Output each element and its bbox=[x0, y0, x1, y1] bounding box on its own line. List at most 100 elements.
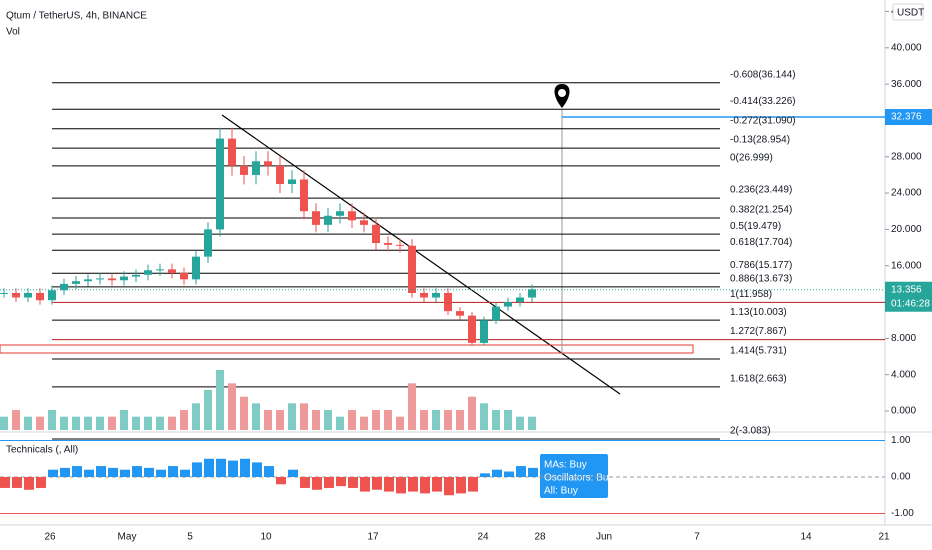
price-tick-label: 0.000 bbox=[891, 406, 916, 417]
volume-bar bbox=[144, 416, 152, 430]
tech-bar bbox=[528, 467, 538, 477]
fib-label: 0.236(23.449) bbox=[730, 185, 792, 196]
candle bbox=[132, 274, 140, 277]
tech-bar bbox=[468, 477, 478, 492]
candle bbox=[204, 229, 212, 257]
candle bbox=[264, 161, 272, 166]
price-tick-label: 8.000 bbox=[891, 333, 916, 344]
tech-bar bbox=[372, 477, 382, 490]
fib-label: 1(11.958) bbox=[730, 289, 772, 300]
time-label: 28 bbox=[534, 532, 546, 543]
tech-bar bbox=[228, 460, 238, 477]
candle bbox=[120, 276, 128, 281]
volume-bar bbox=[312, 410, 320, 430]
volume-bar bbox=[96, 416, 104, 430]
volume-bar bbox=[120, 410, 128, 430]
fib-label: 1.414(5.731) bbox=[730, 346, 787, 357]
fib-label: 1.272(7.867) bbox=[730, 326, 787, 337]
candle bbox=[180, 272, 188, 280]
time-label: Jun bbox=[596, 532, 612, 543]
tech-bar bbox=[168, 466, 178, 477]
tech-bar bbox=[60, 467, 70, 477]
price-tick-label: 28.000 bbox=[891, 151, 922, 162]
candle bbox=[60, 283, 68, 291]
time-label: 10 bbox=[260, 532, 272, 543]
candle bbox=[312, 211, 320, 225]
volume-bar bbox=[264, 410, 272, 430]
tech-bar bbox=[252, 462, 262, 477]
volume-bar bbox=[36, 416, 44, 430]
tech-bar bbox=[0, 477, 10, 488]
candle bbox=[420, 292, 428, 298]
volume-bar bbox=[156, 416, 164, 430]
countdown-label: 01:46:28 bbox=[891, 298, 930, 309]
candle bbox=[324, 215, 332, 225]
volume-bar bbox=[408, 383, 416, 430]
candle bbox=[240, 165, 248, 175]
fib-label: 0.618(17.704) bbox=[730, 237, 792, 248]
volume-bar bbox=[444, 410, 452, 430]
candle bbox=[336, 211, 344, 216]
candle bbox=[504, 302, 512, 307]
tech-bar bbox=[444, 477, 454, 496]
time-label: 5 bbox=[187, 532, 193, 543]
candle bbox=[276, 165, 284, 184]
candle bbox=[468, 315, 476, 343]
volume-bar bbox=[396, 416, 404, 430]
fib-label: -0.414(33.226) bbox=[730, 96, 796, 107]
tech-bar bbox=[408, 477, 418, 492]
candle bbox=[492, 306, 500, 321]
candle bbox=[72, 281, 80, 284]
fib-label: -0.13(28.954) bbox=[730, 135, 790, 146]
time-label: 14 bbox=[800, 532, 812, 543]
candle bbox=[384, 243, 392, 245]
tech-tick-label: -1.00 bbox=[891, 508, 914, 519]
tech-bar bbox=[336, 477, 346, 487]
tech-bar bbox=[276, 477, 286, 485]
volume-bar bbox=[72, 416, 80, 430]
candle bbox=[408, 245, 416, 293]
fib-label: 0.5(19.479) bbox=[730, 221, 781, 232]
tech-tick-label: 1.00 bbox=[891, 435, 911, 446]
candle bbox=[348, 211, 356, 221]
tech-tick-label: 0.00 bbox=[891, 472, 911, 483]
volume-bar bbox=[48, 410, 56, 430]
tech-bar bbox=[156, 469, 166, 477]
volume-bar bbox=[468, 396, 476, 430]
volume-bar bbox=[180, 410, 188, 430]
tech-bar bbox=[240, 458, 250, 477]
target-label: 32.376 bbox=[891, 112, 922, 123]
candle bbox=[252, 161, 260, 175]
tech-bar bbox=[120, 469, 130, 477]
candle bbox=[480, 320, 488, 343]
volume-bar bbox=[336, 416, 344, 430]
fib-label: 1.618(2.663) bbox=[730, 373, 787, 384]
volume-bar bbox=[432, 410, 440, 430]
tech-bar bbox=[264, 466, 274, 477]
candle bbox=[432, 292, 440, 298]
summary-osc: Oscillators: Buy bbox=[544, 473, 613, 484]
time-label: 17 bbox=[367, 532, 379, 543]
price-tick-label: 36.000 bbox=[891, 79, 922, 90]
tech-bar bbox=[288, 469, 298, 477]
tech-bar bbox=[384, 477, 394, 492]
tech-bar bbox=[300, 477, 310, 488]
volume-bar bbox=[360, 416, 368, 430]
tech-bar bbox=[396, 477, 406, 494]
price-tick-label: 16.000 bbox=[891, 260, 922, 271]
volume-bar bbox=[420, 410, 428, 430]
tech-bar bbox=[96, 466, 106, 477]
tech-bar bbox=[144, 467, 154, 477]
tech-bar bbox=[420, 477, 430, 494]
tech-bar bbox=[24, 477, 34, 490]
candle bbox=[192, 256, 200, 280]
candle bbox=[444, 292, 452, 312]
fib-label: 2(-3.083) bbox=[730, 426, 771, 437]
currency-badge bbox=[892, 3, 924, 21]
volume-bar bbox=[480, 403, 488, 430]
volume-bar bbox=[528, 416, 536, 430]
tech-bar bbox=[504, 471, 514, 477]
tech-bar bbox=[132, 466, 142, 477]
volume-bar bbox=[84, 416, 92, 430]
tech-bar bbox=[108, 467, 118, 477]
